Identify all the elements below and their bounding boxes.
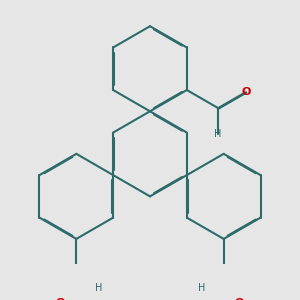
Text: O: O xyxy=(241,87,250,97)
Text: O: O xyxy=(56,298,65,300)
Text: H: H xyxy=(95,283,102,293)
Text: H: H xyxy=(214,129,222,139)
Text: O: O xyxy=(235,298,244,300)
Text: H: H xyxy=(198,283,205,293)
